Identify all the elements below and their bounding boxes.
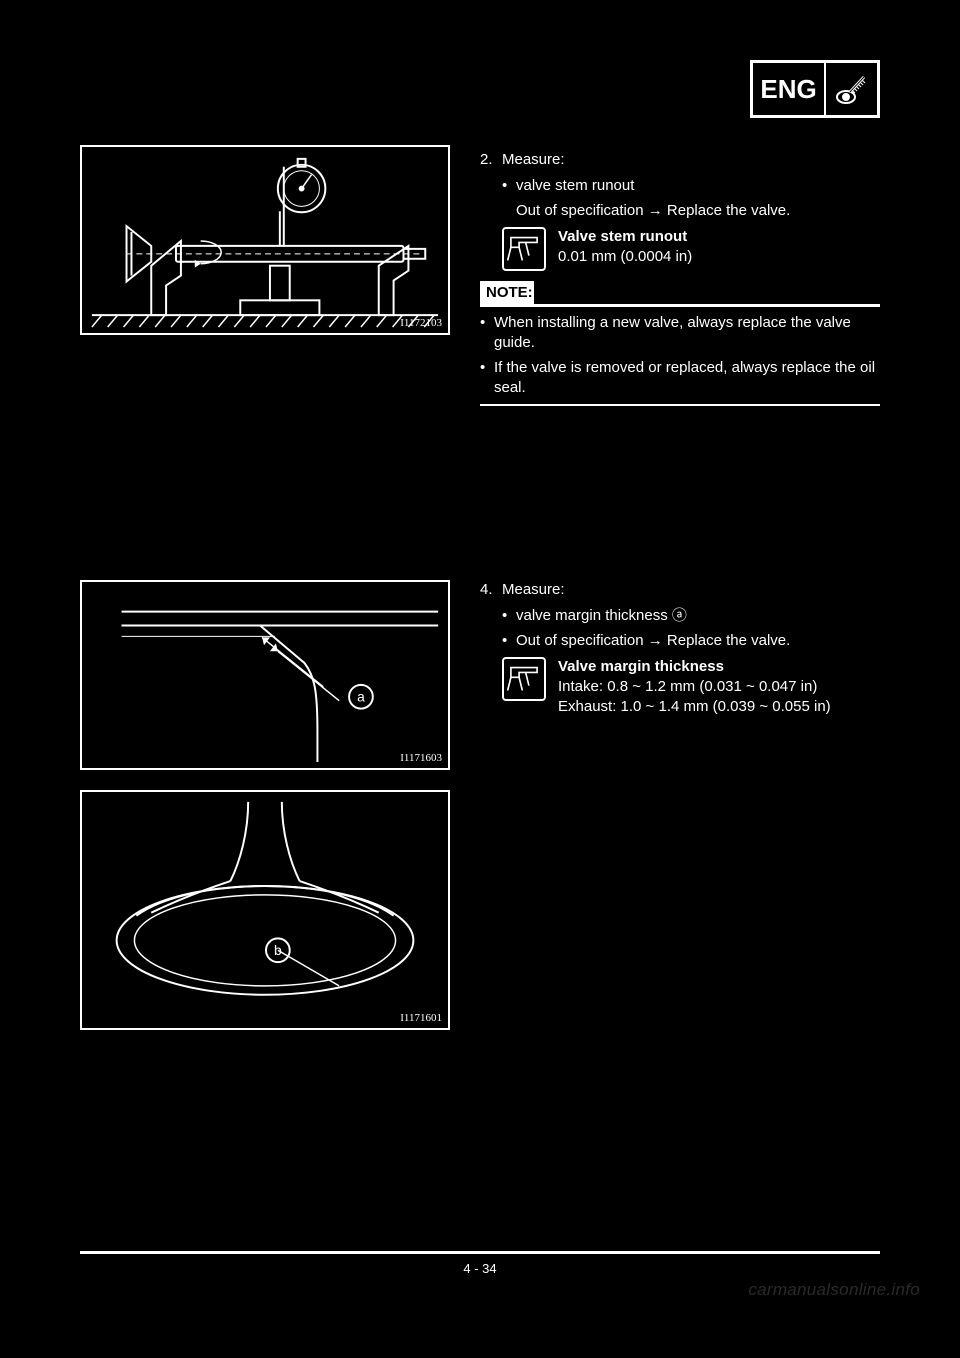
figure-margin: a I1171603 (80, 580, 450, 770)
step2-text: Measure: (502, 150, 565, 170)
eng-label: ENG (753, 63, 826, 115)
footer-rule (80, 1251, 880, 1254)
figure-id-1: I1172103 (400, 317, 442, 329)
tool-exhaust: Exhaust: 1.0 ~ 1.4 mm (0.039 ~ 0.055 in) (558, 697, 831, 717)
label-b: b (274, 942, 282, 958)
eng-badge: ENG (750, 60, 880, 118)
watermark: carmanualsonline.info (748, 1280, 920, 1300)
section-step4: 4. Measure: valve margin thickness ⓐ Out… (480, 580, 880, 728)
step4-b1: valve margin thickness ⓐ (502, 606, 880, 626)
step4-text: Measure: (502, 580, 565, 600)
page-number: 4 - 34 (80, 1261, 880, 1276)
label-a: a (357, 689, 365, 705)
tool-title-4: Valve margin thickness (558, 657, 831, 677)
tool-value-2: 0.01 mm (0.0004 in) (558, 247, 692, 267)
figure-runout: I1172103 (80, 145, 450, 335)
step2-action: Out of specification → Replace the valve… (516, 201, 880, 221)
step4-num: 4. (480, 580, 502, 600)
step2-num: 2. (480, 150, 502, 170)
figure-seat: b I1171601 (80, 790, 450, 1030)
note-item-1: When installing a new valve, always repl… (480, 313, 880, 354)
caliper-icon (502, 227, 546, 271)
note-item-2: If the valve is removed or replaced, alw… (480, 358, 880, 399)
step2-bullet: valve stem runout (502, 176, 880, 196)
note-label: NOTE: (480, 281, 534, 305)
section-step2: 2. Measure: valve stem runout Out of spe… (480, 150, 880, 406)
figure-id-2: I1171603 (400, 752, 442, 764)
step4-b2: Out of specification → Replace the valve… (502, 631, 880, 651)
tool-title-2: Valve stem runout (558, 227, 692, 247)
caliper-icon (502, 657, 546, 701)
tool-intake: Intake: 0.8 ~ 1.2 mm (0.031 ~ 0.047 in) (558, 677, 831, 697)
eng-icon (826, 63, 877, 115)
figure-id-3: I1171601 (400, 1012, 442, 1024)
